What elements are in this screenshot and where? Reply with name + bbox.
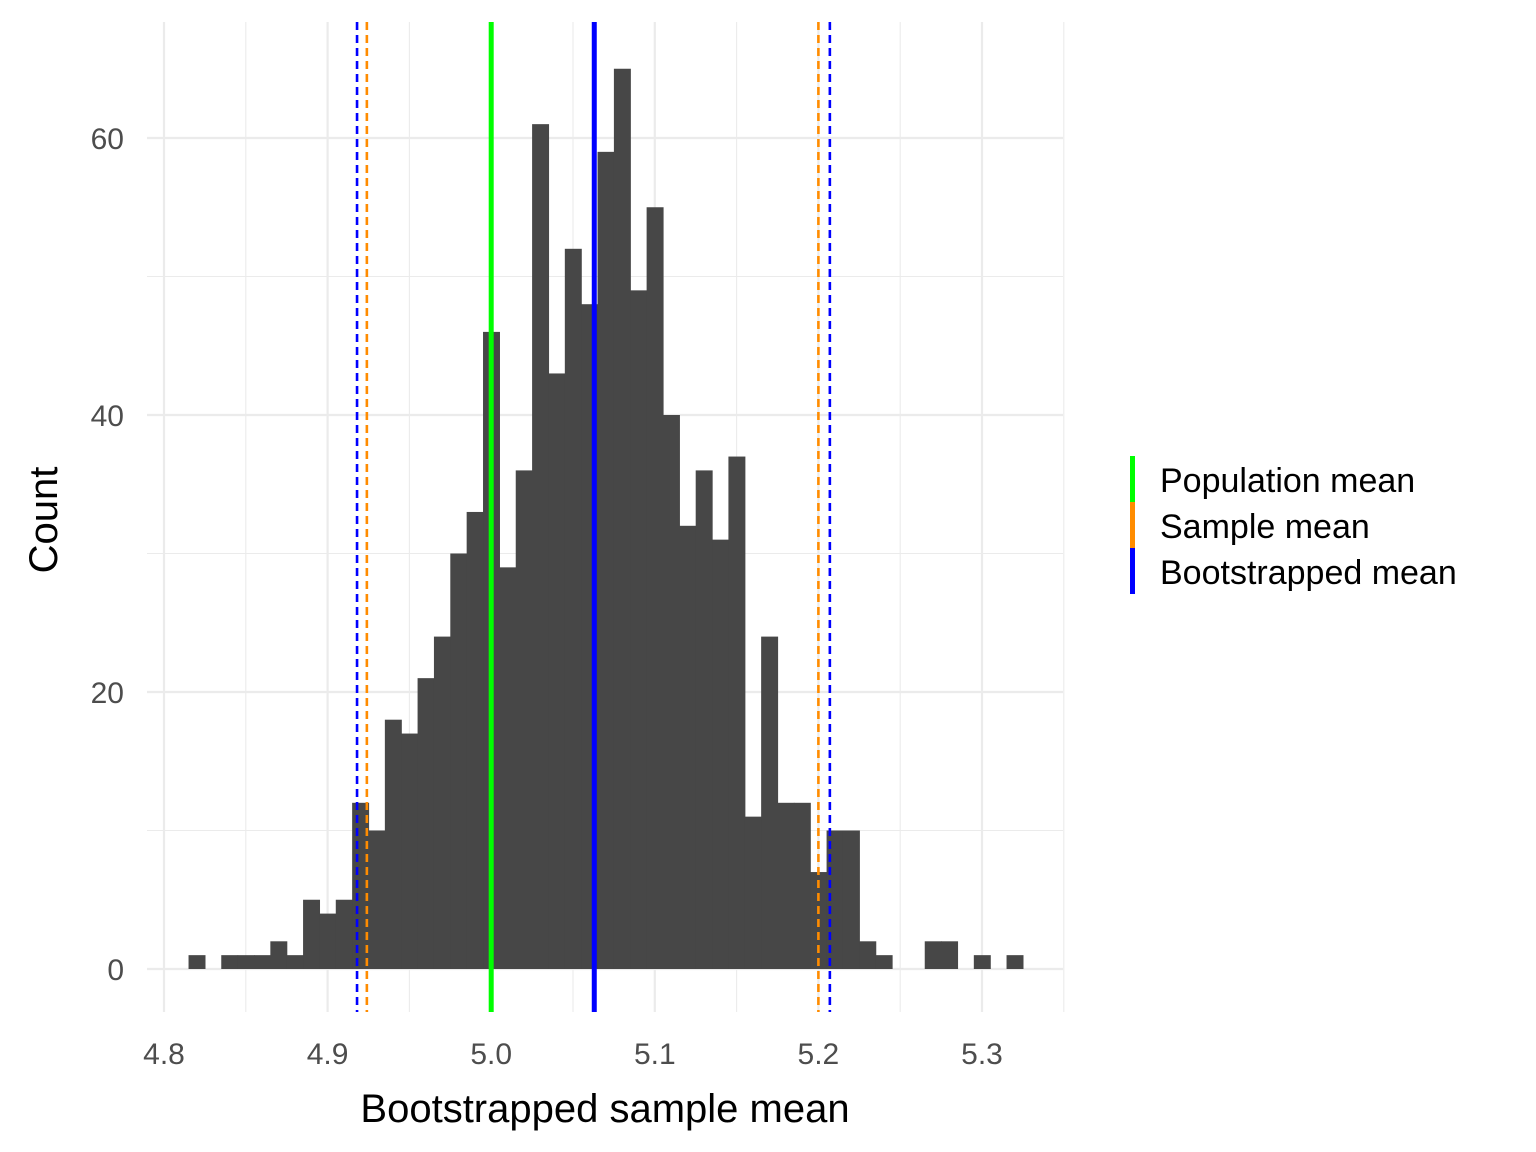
x-tick-label: 4.9 <box>307 1038 349 1071</box>
histogram-bar <box>270 941 288 969</box>
histogram-bar <box>728 456 746 969</box>
histogram-bar <box>679 525 697 969</box>
histogram-bar <box>548 373 566 969</box>
x-tick-label: 4.8 <box>143 1038 185 1071</box>
histogram-bar <box>859 941 877 969</box>
y-tick-label: 60 <box>91 123 124 156</box>
legend-label-sample-mean: Sample mean <box>1160 508 1370 546</box>
histogram-bar <box>401 733 419 969</box>
histogram-bar <box>188 955 206 969</box>
histogram-bar <box>630 290 648 970</box>
histogram-bar <box>335 899 353 969</box>
histogram-bar <box>875 955 893 969</box>
y-tick-label: 0 <box>107 954 124 987</box>
histogram-bar <box>532 124 550 969</box>
histogram-bar <box>662 415 680 969</box>
histogram-bar <box>253 955 271 969</box>
x-tick-label: 5.0 <box>470 1038 512 1071</box>
histogram-bar <box>303 899 321 969</box>
histogram-bar <box>466 511 484 969</box>
histogram-bar <box>646 207 664 969</box>
histogram-bar <box>613 68 631 969</box>
histogram-bars <box>188 68 1024 970</box>
y-axis-ticks: 0 20 40 60 <box>91 123 124 987</box>
x-axis-title: Bootstrapped sample mean <box>360 1087 849 1131</box>
histogram-bar <box>499 567 517 969</box>
histogram-bar <box>368 830 386 969</box>
histogram-bar <box>973 955 991 969</box>
histogram-bar <box>793 802 811 969</box>
legend-label-population-mean: Population mean <box>1160 462 1415 500</box>
legend: Population mean Sample mean Bootstrapped… <box>1130 456 1457 594</box>
x-tick-label: 5.1 <box>634 1038 676 1071</box>
y-tick-label: 40 <box>91 400 124 433</box>
x-axis-ticks: 4.8 4.9 5.0 5.1 5.2 5.3 <box>143 1038 1003 1071</box>
histogram-bar <box>319 913 337 969</box>
histogram-bar <box>712 539 730 969</box>
histogram-bar <box>695 470 713 969</box>
histogram-bar <box>237 955 255 969</box>
histogram-bar <box>842 830 860 969</box>
x-tick-label: 5.2 <box>798 1038 840 1071</box>
y-axis-title: Count <box>22 467 66 574</box>
legend-key-bootstrapped-mean <box>1130 548 1135 594</box>
histogram-bar <box>450 553 468 969</box>
histogram-bar <box>564 248 582 970</box>
histogram-bar <box>744 816 762 969</box>
histogram-bar <box>777 802 795 969</box>
reference-lines <box>355 22 832 1012</box>
histogram-bar <box>924 941 942 969</box>
legend-key-population-mean <box>1130 456 1135 502</box>
legend-label-bootstrapped-mean: Bootstrapped mean <box>1160 554 1457 592</box>
histogram-bar <box>433 636 451 969</box>
legend-key-sample-mean <box>1130 502 1135 548</box>
histogram-bar <box>515 470 533 969</box>
histogram-bar <box>761 636 779 969</box>
y-tick-label: 20 <box>91 677 124 710</box>
histogram-bar <box>417 678 435 969</box>
histogram-bar <box>384 719 402 969</box>
histogram-bar <box>1006 955 1024 969</box>
histogram-bar <box>286 955 304 969</box>
histogram-bar <box>941 941 959 969</box>
histogram-bar <box>597 151 615 970</box>
x-tick-label: 5.3 <box>961 1038 1003 1071</box>
histogram-bar <box>221 955 239 969</box>
